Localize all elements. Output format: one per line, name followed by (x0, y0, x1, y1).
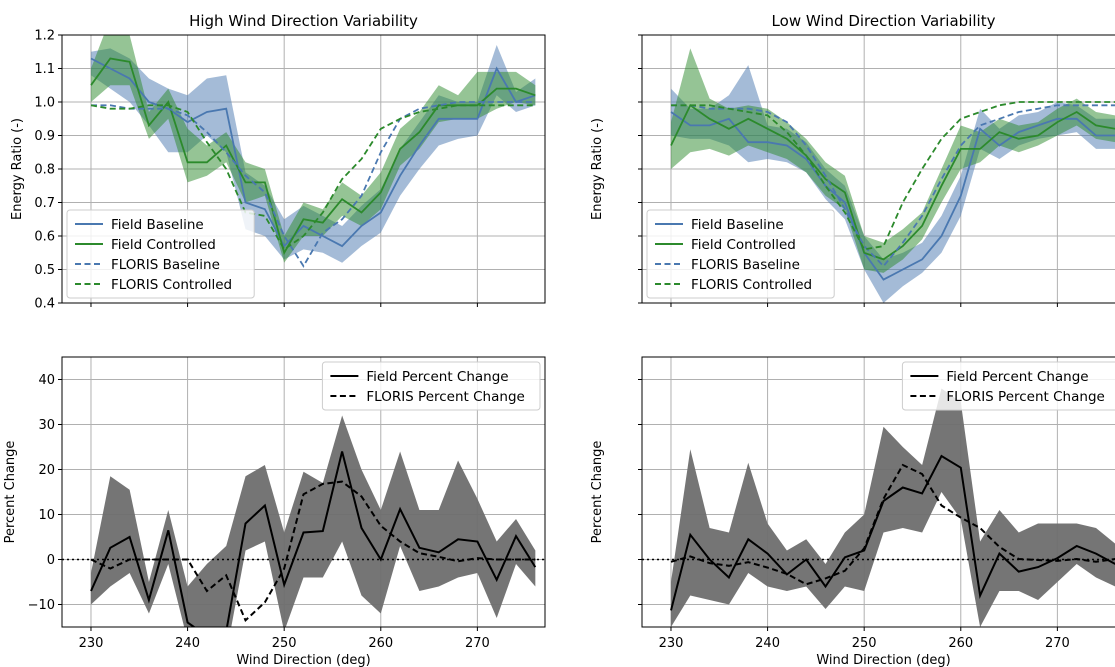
y-tick-label: −10 (28, 598, 55, 613)
series-line-0 (90, 57, 536, 248)
legend-box (66, 209, 255, 299)
confidence-band-0 (670, 388, 1115, 627)
y-tick-label: 0.5 (34, 263, 55, 278)
y-tick-label: 0.9 (34, 129, 55, 144)
plot-area (62, 415, 545, 627)
series-line-2 (671, 104, 1115, 268)
legend-label: FLORIS Controlled (691, 277, 812, 293)
y-tick-label: 0.4 (34, 297, 55, 312)
legend-label: FLORIS Controlled (111, 277, 232, 293)
legend-label: Field Baseline (111, 217, 204, 233)
x-tick-label: 250 (852, 636, 877, 651)
y-tick-label: 1.0 (34, 96, 55, 111)
plot-area (670, 48, 1115, 303)
y-tick-label: 0.8 (34, 163, 55, 178)
series-line-0 (670, 454, 1115, 611)
y-axis-label: Energy Ratio (-) (590, 118, 605, 220)
legend-label: Field Percent Change (946, 369, 1088, 385)
x-tick-label: 230 (79, 636, 104, 651)
legend-box (901, 361, 1115, 411)
plot-area (642, 388, 1115, 627)
y-tick-label: 0 (47, 553, 55, 568)
series-line-0 (90, 451, 537, 627)
chart-panel-br: 230 240 250 260 270 Wind Direction (deg) Perce… (590, 356, 1115, 667)
y-tick-label: 0.7 (34, 196, 55, 211)
x-axis-label: Wind Direction (deg) (816, 653, 950, 667)
chart-panel-tl: 0.4 0.5 0.6 0.7 0.8 0.9 1.0 1.1 1.2 High Wind Dir… (10, 12, 546, 312)
y-axis-label: Percent Change (590, 441, 605, 544)
x-axis-label: Wind Direction (deg) (236, 653, 370, 667)
chart-panel-bl: 230 240 250 260 270 −10 0 10 20 30 40 Wind Directio… (3, 356, 546, 667)
y-tick-label: 20 (38, 463, 55, 478)
legend-box (321, 361, 541, 411)
legend-label: FLORIS Baseline (111, 257, 220, 273)
series-line-3 (90, 104, 536, 251)
legend-label: Field Percent Change (366, 369, 508, 385)
y-axis-label: Percent Change (3, 441, 18, 544)
plot-area (90, 35, 536, 268)
x-tick-label: 240 (175, 636, 200, 651)
legend: Field Percent Change FLORIS Percent Chang… (901, 361, 1115, 411)
series-line-1 (670, 463, 1115, 586)
y-tick-label: 30 (38, 418, 55, 433)
legend: Field Baseline Field Controlled FLORIS Bas… (646, 209, 835, 299)
y-tick-label: 1.1 (34, 62, 55, 77)
plot-frame (641, 356, 1115, 628)
chart-panel-tr: Low Wind Direction Variability Energy Rat… (590, 12, 1115, 307)
legend-box (646, 209, 835, 299)
y-tick-label: 0.6 (34, 230, 55, 245)
legend: Field Percent Change FLORIS Percent Chang… (321, 361, 541, 411)
y-tick-label: 10 (38, 508, 55, 523)
legend-label: Field Controlled (691, 237, 796, 253)
series-line-3 (671, 101, 1115, 251)
chart-title: Low Wind Direction Variability (772, 12, 996, 30)
confidence-band-0 (90, 45, 536, 263)
y-tick-label: 1.2 (34, 29, 55, 44)
x-tick-label: 260 (948, 636, 973, 651)
legend-label: Field Baseline (691, 217, 784, 233)
chart-title: High Wind Direction Variability (189, 12, 418, 30)
legend: Field Baseline Field Controlled FLORIS Bas… (66, 209, 255, 299)
legend-label: Field Controlled (111, 237, 216, 253)
y-tick-label: 40 (38, 373, 55, 388)
legend-label: FLORIS Percent Change (366, 389, 524, 405)
series-line-1 (90, 480, 536, 622)
x-tick-label: 240 (755, 636, 780, 651)
series-line-1 (670, 103, 1115, 261)
x-tick-label: 250 (272, 636, 297, 651)
confidence-band-1 (90, 35, 536, 263)
confidence-band-0 (90, 415, 536, 627)
legend-label: FLORIS Percent Change (946, 389, 1104, 405)
x-tick-label: 260 (368, 636, 393, 651)
series-line-2 (91, 101, 536, 268)
x-tick-label: 270 (1045, 636, 1070, 651)
legend-label: FLORIS Baseline (691, 257, 800, 273)
plot-frame (61, 356, 546, 628)
y-axis-label: Energy Ratio (-) (10, 118, 25, 220)
x-tick-label: 230 (659, 636, 684, 651)
x-tick-label: 270 (465, 636, 490, 651)
series-line-0 (670, 111, 1115, 281)
